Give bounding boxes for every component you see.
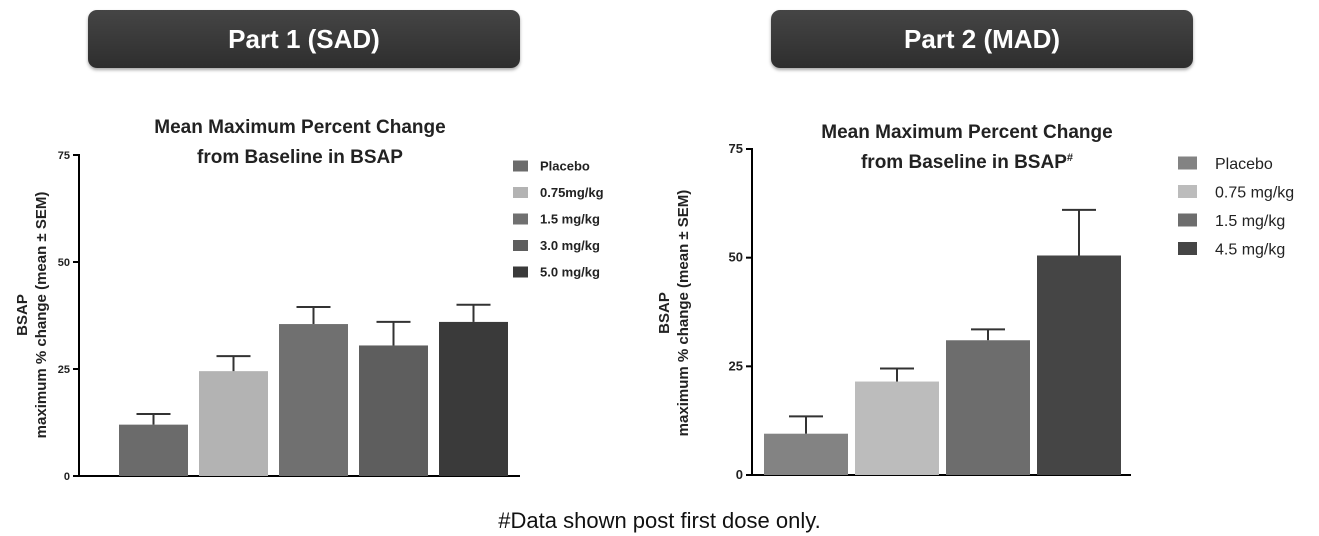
legend-label: 5.0 mg/kg [540, 265, 600, 280]
y-tick-label: 50 [729, 250, 743, 265]
bar-2 [855, 381, 939, 475]
legend-label: 3.0 mg/kg [540, 238, 600, 253]
bar-1 [764, 433, 848, 475]
legend-swatch [1178, 213, 1197, 227]
legend-swatch [513, 187, 528, 198]
chart-1: Mean Maximum Percent Change from Baseline… [14, 117, 604, 483]
part1-banner: Part 1 (SAD) [88, 10, 520, 68]
legend-swatch [513, 240, 528, 251]
y-tick-label: 0 [736, 467, 743, 482]
legend-swatch [513, 213, 528, 225]
legend-label: Placebo [540, 159, 590, 174]
bar-4 [359, 345, 428, 476]
legend-label: Placebo [1215, 156, 1273, 173]
y-tick-label: 25 [729, 358, 743, 373]
chart-2: Mean Maximum Percent Change from Baseline… [656, 122, 1294, 482]
bar-4 [1037, 255, 1121, 475]
bar-5 [439, 321, 508, 476]
y-axis-label: maximum % change (mean ± SEM) [33, 192, 50, 439]
chart-title-line: from Baseline in BSAP [197, 147, 403, 168]
y-axis-label: maximum % change (mean ± SEM) [675, 190, 692, 437]
part1-banner-label: Part 1 (SAD) [228, 23, 380, 54]
bar-2 [199, 371, 268, 476]
footnote: #Data shown post first dose only. [498, 508, 821, 533]
part2-banner: Part 2 (MAD) [771, 10, 1193, 68]
legend-label: 1.5 mg/kg [540, 212, 600, 227]
y-tick-label: 25 [58, 364, 70, 376]
legend-label: 1.5 mg/kg [1215, 213, 1285, 230]
legend-swatch [513, 160, 528, 172]
y-axis-label: BSAP [656, 292, 673, 334]
legend-label: 4.5 mg/kg [1215, 241, 1285, 258]
bar-3 [946, 340, 1030, 475]
y-axis-label: BSAP [14, 294, 31, 336]
bar-3 [279, 324, 348, 476]
bar-1 [119, 424, 188, 476]
legend-label: 0.75mg/kg [540, 185, 604, 200]
legend-swatch [1178, 185, 1197, 198]
chart-title-line: from Baseline in BSAP# [861, 152, 1073, 173]
y-tick-label: 0 [64, 471, 70, 483]
legend-swatch [1178, 242, 1197, 255]
y-tick-label: 50 [58, 257, 70, 269]
y-tick-label: 75 [729, 141, 743, 156]
chart-title-line: Mean Maximum Percent Change [154, 117, 445, 138]
chart-title-line: Mean Maximum Percent Change [821, 122, 1112, 143]
part2-banner-label: Part 2 (MAD) [903, 23, 1060, 54]
y-tick-label: 75 [58, 150, 70, 162]
legend-label: 0.75 mg/kg [1215, 184, 1294, 201]
legend-swatch [1178, 156, 1197, 170]
legend-swatch [513, 266, 528, 278]
